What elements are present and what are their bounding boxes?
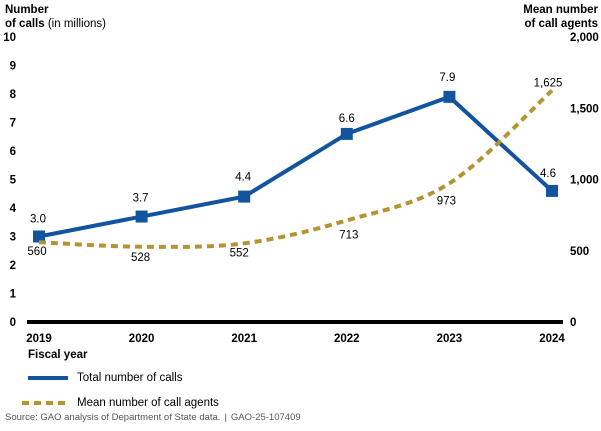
left-tick-label: 9 xyxy=(10,61,16,73)
calls-data-label: 3.7 xyxy=(133,193,149,205)
right-axis-title-line1: Mean number xyxy=(523,4,598,16)
x-tick-label: 2024 xyxy=(539,333,565,345)
calls-data-label: 7.9 xyxy=(439,72,455,84)
right-tick-label: 1,500 xyxy=(570,103,599,115)
left-axis-title-line2-regular: (in millions) xyxy=(47,18,106,30)
agents-data-label: 973 xyxy=(437,195,456,207)
right-tick-label: 1,000 xyxy=(570,175,599,187)
left-axis-title-line2-bold: of calls xyxy=(5,18,45,30)
source-text: Source: GAO analysis of Department of St… xyxy=(5,412,221,423)
legend-label-total-calls: Total number of calls xyxy=(77,372,183,384)
left-axis-title-line1: Number xyxy=(5,4,49,16)
x-tick-label: 2020 xyxy=(129,333,155,345)
left-tick-label: 3 xyxy=(10,232,16,244)
right-axis-title-line2: of call agents xyxy=(524,18,599,30)
left-tick-label: 6 xyxy=(10,146,16,158)
left-tick-label: 0 xyxy=(10,317,16,329)
legend-item-call-agents: Mean number of call agents xyxy=(22,397,219,409)
agents-data-label: 560 xyxy=(27,246,46,258)
right-tick-label: 500 xyxy=(570,246,589,258)
x-tick-label: 2022 xyxy=(334,333,360,345)
total-calls-marker xyxy=(33,230,45,243)
legend-label-call-agents: Mean number of call agents xyxy=(77,397,219,409)
solid-line-swatch xyxy=(28,376,68,380)
total-calls-marker xyxy=(238,190,251,203)
right-tick-label: 0 xyxy=(570,317,576,329)
left-tick-label: 8 xyxy=(10,89,17,101)
total-calls-marker xyxy=(135,210,148,223)
right-axis-title: Mean number of call agents xyxy=(523,3,598,31)
calls-data-label: 6.6 xyxy=(339,113,355,125)
agents-data-label: 528 xyxy=(131,252,150,264)
agents-data-label: 1,625 xyxy=(534,77,563,89)
left-tick-label: 2 xyxy=(10,260,16,272)
calls-data-label: 3.0 xyxy=(30,214,46,226)
x-tick-label: 2021 xyxy=(231,333,257,345)
total-calls-marker xyxy=(546,184,558,197)
total-calls-marker xyxy=(340,127,353,140)
total-calls-line xyxy=(38,94,554,239)
left-tick-label: 4 xyxy=(10,203,17,215)
calls-data-label: 4.4 xyxy=(235,172,252,184)
right-tick-label: 2,000 xyxy=(570,32,599,44)
left-tick-label: 5 xyxy=(10,175,17,187)
total-calls-marker xyxy=(443,90,456,103)
left-tick-label: 10 xyxy=(3,32,16,44)
source-note: Source: GAO analysis of Department of St… xyxy=(5,412,301,423)
calls-data-label: 4.6 xyxy=(540,168,556,180)
left-tick-label: 1 xyxy=(10,289,17,301)
dashed-line-swatch xyxy=(22,401,70,405)
x-tick-label: 2019 xyxy=(26,333,52,345)
gao-report-id: GAO-25-107409 xyxy=(230,412,301,423)
left-axis-title: Number of calls (in millions) xyxy=(5,3,106,31)
source-separator: | xyxy=(224,412,227,423)
agents-data-label: 713 xyxy=(339,229,358,241)
x-axis-label: Fiscal year xyxy=(28,349,88,361)
x-tick-label: 2023 xyxy=(437,333,463,345)
left-tick-label: 7 xyxy=(10,118,16,130)
legend-item-total-calls: Total number of calls xyxy=(28,372,182,384)
agents-data-label: 552 xyxy=(230,247,249,259)
